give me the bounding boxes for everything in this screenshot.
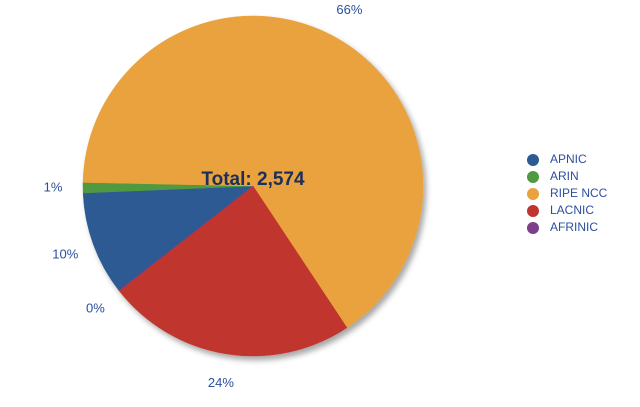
legend-marker <box>527 171 539 183</box>
total-label: Total: 2,574 <box>201 169 305 190</box>
slice-label: 66% <box>336 2 362 17</box>
pie <box>82 15 424 357</box>
slice-label: 24% <box>208 375 234 390</box>
legend-label: AFRINIC <box>550 220 598 234</box>
legend-marker <box>527 154 539 166</box>
slice-label: 10% <box>52 246 78 261</box>
legend-marker <box>527 188 539 200</box>
pie-slice <box>82 15 424 329</box>
slice-label: 0% <box>86 301 105 316</box>
pie-slice <box>118 185 348 357</box>
pie-slice <box>118 185 254 291</box>
legend-label: APNIC <box>550 152 587 166</box>
legend-marker <box>527 205 539 217</box>
legend-label: ARIN <box>550 169 579 183</box>
slice-label: 1% <box>44 179 63 194</box>
pie-slice <box>82 185 254 292</box>
legend-label: LACNIC <box>550 203 594 217</box>
legend-marker <box>527 222 539 234</box>
legend-label: RIPE NCC <box>550 186 608 200</box>
